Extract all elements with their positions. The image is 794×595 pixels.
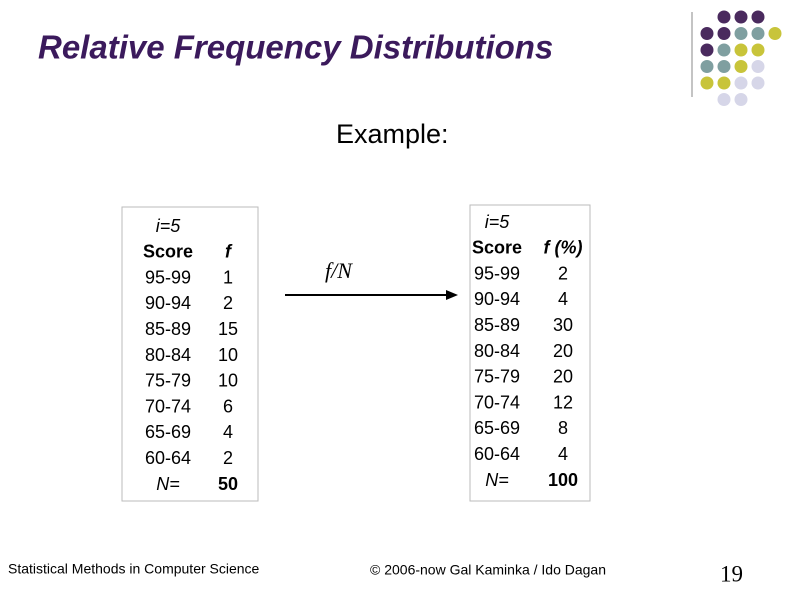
table-frame [121, 206, 259, 502]
frequency: 4 [223, 422, 233, 442]
score-range: 65-69 [474, 418, 520, 438]
frequency: 15 [218, 319, 238, 339]
arrow-label: f/N [325, 258, 353, 283]
frequency: 30 [553, 315, 573, 335]
dot [751, 60, 765, 73]
dot [700, 43, 714, 57]
frequency: 20 [553, 341, 573, 361]
frequency: 2 [223, 448, 233, 468]
frequency: 20 [553, 367, 573, 387]
interval-label: i=5 [485, 212, 511, 232]
score-range: 60-64 [474, 444, 520, 464]
footer-left: Statistical Methods in Computer Science [8, 561, 260, 577]
score-range: 80-84 [474, 341, 520, 361]
score-range: 85-89 [145, 319, 191, 339]
page-number: 19 [720, 561, 743, 586]
score-range: 90-94 [145, 293, 191, 313]
dot [717, 60, 731, 73]
frequency: 12 [553, 392, 573, 412]
dot [717, 27, 731, 40]
dot [734, 10, 748, 24]
slide-title: Relative Frequency Distributions [38, 29, 553, 66]
frequency: 10 [218, 371, 238, 391]
score-range: 95-99 [145, 267, 191, 287]
dot [717, 10, 731, 24]
dot [751, 10, 765, 24]
dot [734, 27, 748, 40]
score-range: 75-79 [474, 367, 520, 387]
dot [768, 27, 782, 40]
dot [751, 43, 765, 57]
frequency: 8 [558, 418, 568, 438]
score-range: 75-79 [145, 371, 191, 391]
score-range: 70-74 [474, 392, 520, 412]
score-range: 90-94 [474, 289, 520, 309]
decoration [700, 10, 782, 106]
score-range: 65-69 [145, 422, 191, 442]
frequency: 2 [223, 293, 233, 313]
dot [700, 60, 714, 73]
score-range: 60-64 [145, 448, 191, 468]
subtitle: Example: [336, 119, 449, 149]
dot [751, 76, 765, 90]
table-frame [469, 204, 591, 502]
frequency: 4 [558, 444, 568, 464]
score-range: 70-74 [145, 396, 191, 416]
dot [751, 27, 765, 40]
score-range: 80-84 [145, 345, 191, 365]
dot [734, 43, 748, 57]
dot [717, 93, 731, 106]
score-range: 95-99 [474, 263, 520, 283]
frequency: 1 [223, 267, 233, 287]
interval-label: i=5 [156, 216, 182, 236]
score-range: 85-89 [474, 315, 520, 335]
column-header: Score [143, 242, 193, 262]
total-value: 100 [548, 470, 578, 490]
total-label: N= [485, 470, 509, 490]
dot [734, 76, 748, 90]
frequency: 6 [223, 396, 233, 416]
dot [717, 76, 731, 90]
column-header: f [225, 242, 233, 262]
total-label: N= [156, 474, 180, 494]
dot [734, 93, 748, 106]
dot [717, 43, 731, 57]
arrow-head [446, 290, 458, 300]
column-header: Score [472, 238, 522, 258]
frequency: 10 [218, 345, 238, 365]
dot [734, 60, 748, 73]
footer-center: © 2006-now Gal Kaminka / Ido Dagan [370, 562, 606, 578]
column-header: f (%) [544, 238, 583, 258]
dot [700, 27, 714, 40]
frequency: 2 [558, 263, 568, 283]
total-value: 50 [218, 474, 238, 494]
dot [700, 76, 714, 90]
frequency: 4 [558, 289, 568, 309]
